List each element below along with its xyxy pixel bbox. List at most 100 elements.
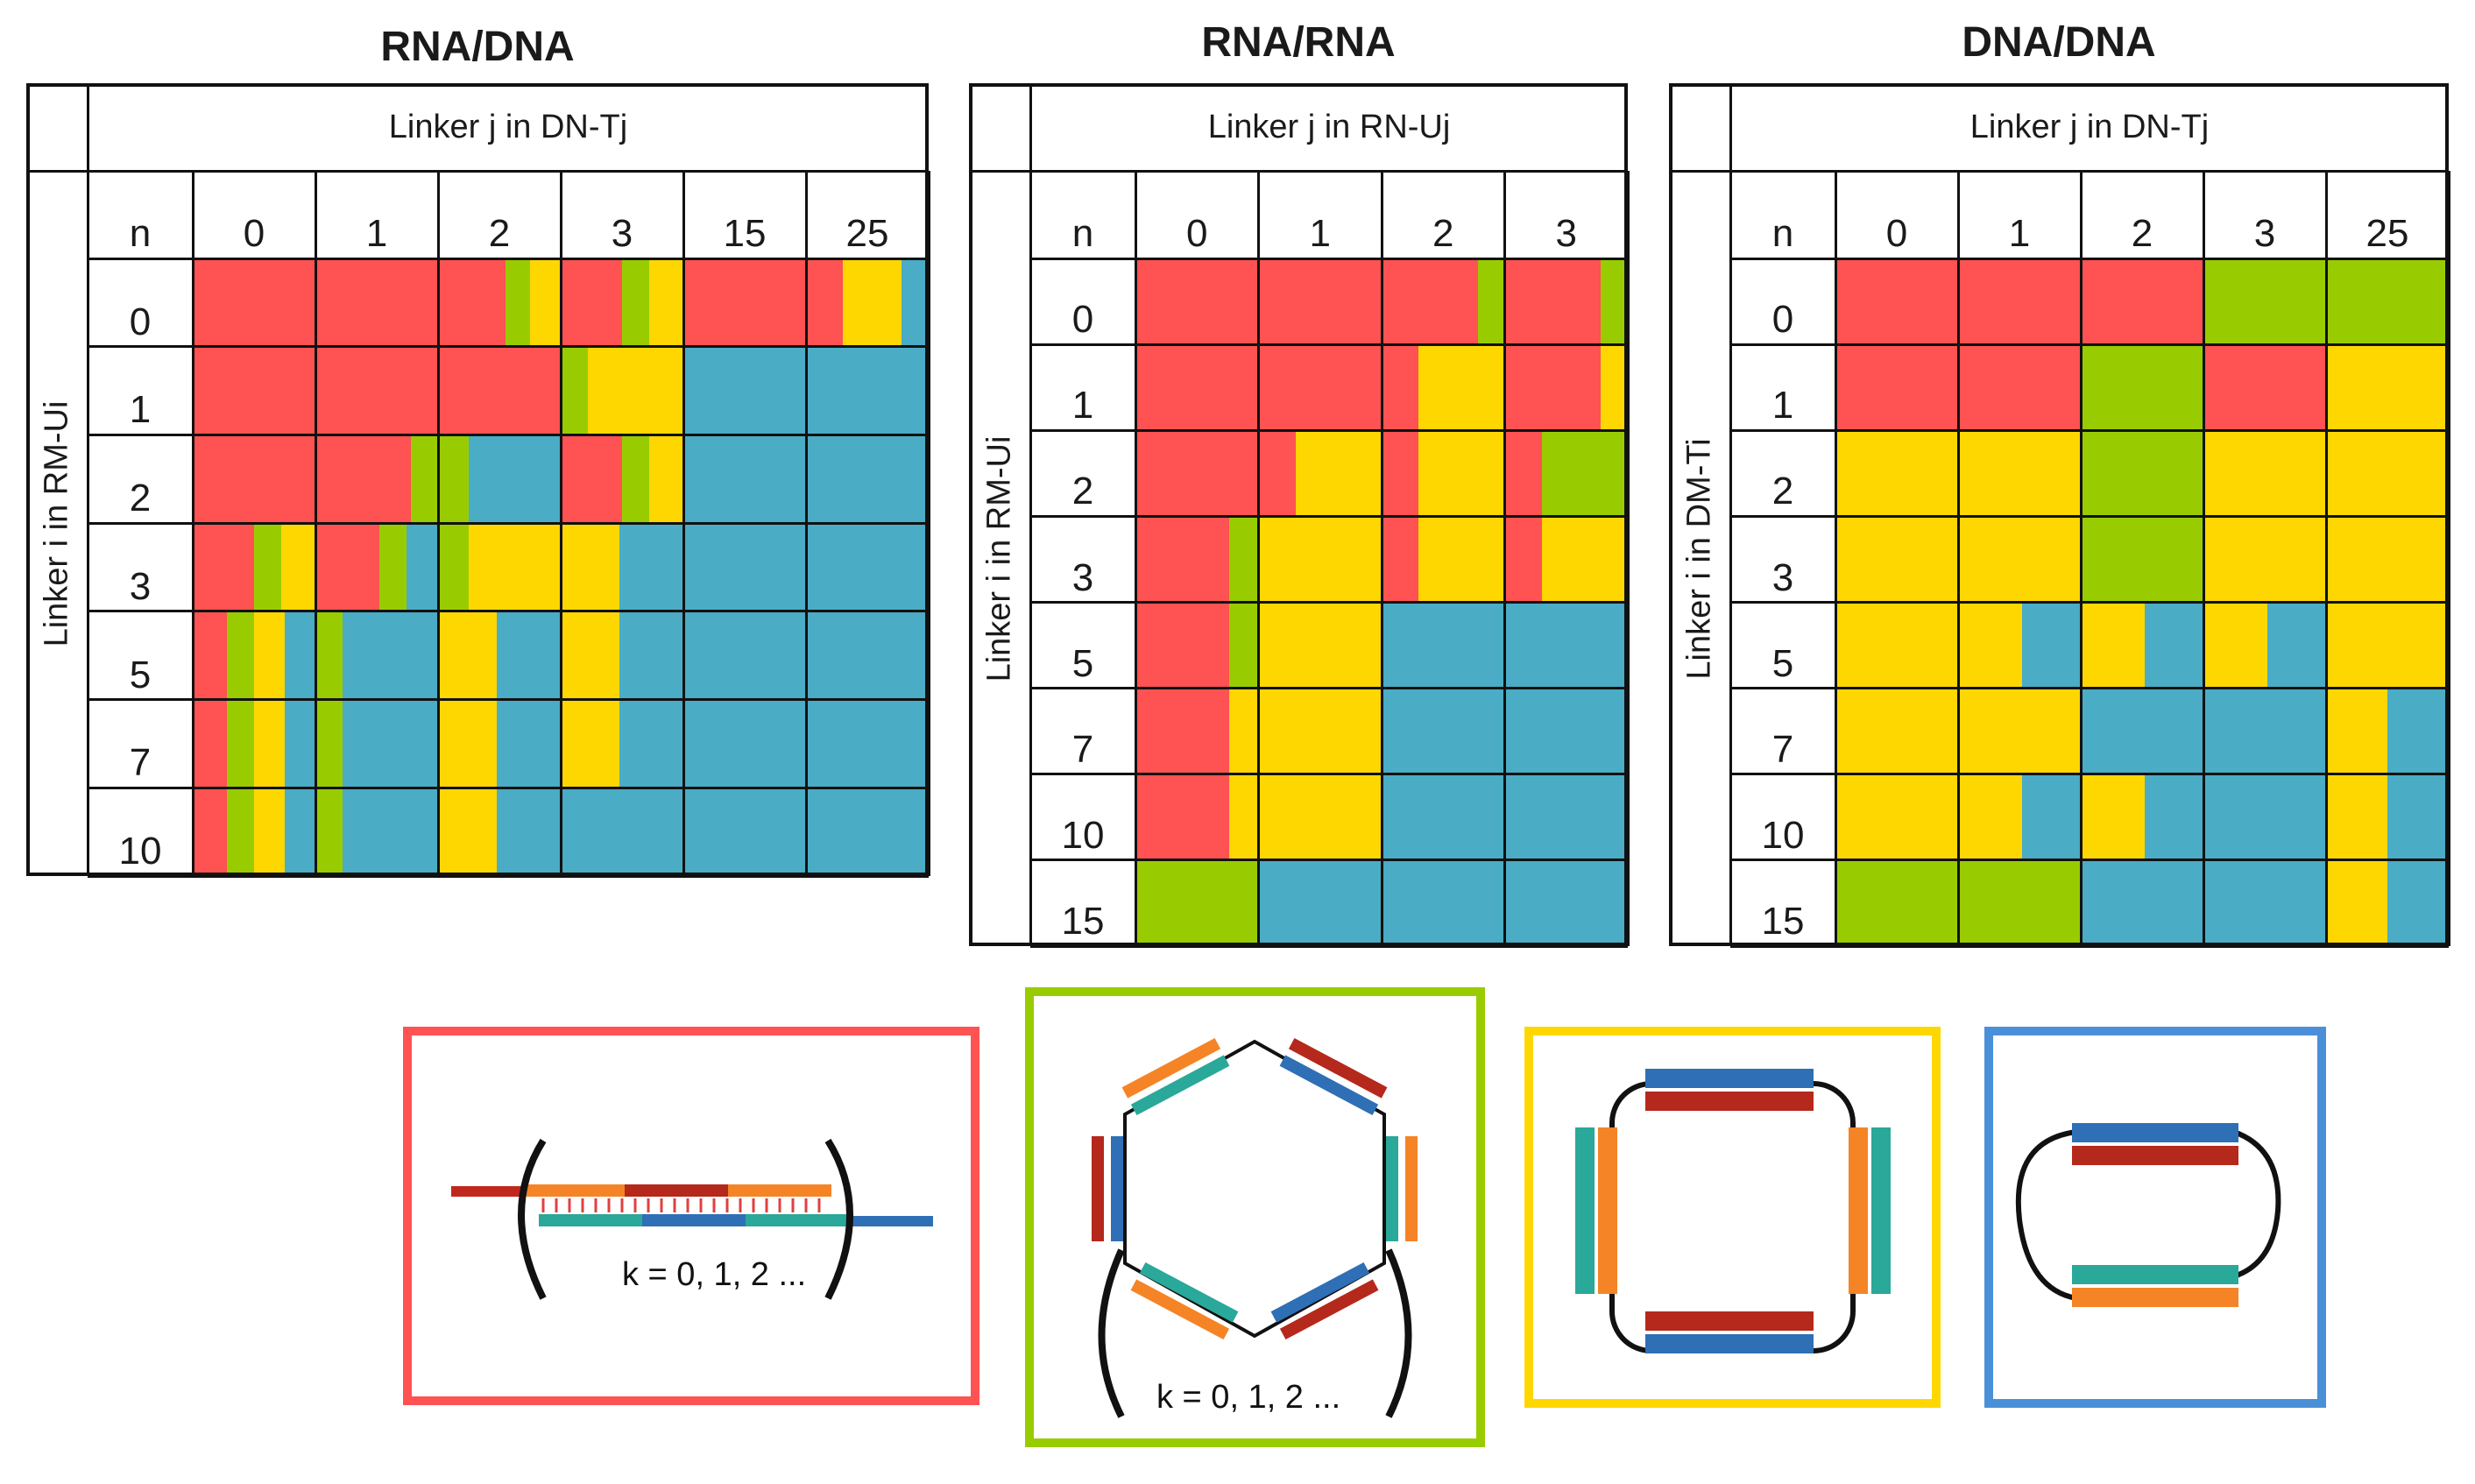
- cell-segment: [2081, 602, 2146, 689]
- row-label: 2: [1071, 470, 1094, 513]
- grid-line: [88, 433, 929, 436]
- grid-line: [1030, 169, 1628, 173]
- grid-line: [1730, 343, 2449, 346]
- cell-segment: [1835, 602, 1959, 689]
- grid-line: [88, 610, 929, 613]
- row-label: 7: [1771, 727, 1794, 771]
- cell-segment: [2326, 602, 2450, 689]
- cell-segment: [2326, 258, 2450, 345]
- grid-line: [1030, 773, 1628, 776]
- corner-n-label: n: [129, 212, 152, 255]
- column-label: 2: [2131, 212, 2153, 255]
- column-label: 25: [845, 212, 889, 255]
- row-label: 0: [1771, 298, 1794, 342]
- row-header: Linker i in RM-Ui: [38, 400, 75, 647]
- corner-n-label: n: [1771, 212, 1794, 255]
- grid-line: [1730, 773, 2449, 776]
- column-label: 0: [1186, 212, 1208, 255]
- grid-line: [1030, 687, 1628, 690]
- cell-segment: [1835, 688, 1959, 774]
- cell-segment: [622, 435, 650, 524]
- cell-segment: [530, 258, 562, 347]
- cell-segment: [280, 523, 316, 611]
- cell-segment: [406, 523, 439, 611]
- cell-segment: [1382, 516, 1419, 603]
- panel-rna-rna: RNA/RNA Linker j in RN-Uj n 0 1 2 3 0 1 2 3 5 7 10 15…: [969, 13, 1630, 948]
- cell-segment: [1958, 602, 2023, 689]
- row-label: 0: [129, 300, 152, 343]
- grid-line: [1134, 171, 1137, 946]
- cell-segment: [193, 435, 316, 524]
- cell-segment: [193, 346, 316, 435]
- cell-segment: [1835, 516, 1959, 603]
- cell-segment: [1228, 516, 1259, 603]
- grid-line: [88, 521, 929, 525]
- cell-segment: [806, 435, 930, 524]
- cell-segment: [506, 258, 531, 347]
- row-label: 7: [1071, 727, 1094, 771]
- grid-line: [26, 169, 88, 173]
- duplex-chain-icon: [521, 1184, 849, 1226]
- cell-segment: [2081, 258, 2204, 345]
- grid-line: [1956, 171, 1960, 946]
- cell-segment: [1958, 859, 2082, 946]
- cell-segment: [254, 523, 282, 611]
- grid-line: [1729, 83, 1732, 946]
- grid-line: [1029, 83, 1032, 946]
- cell-segment: [1228, 774, 1259, 860]
- row-label: 2: [129, 477, 152, 520]
- cell-segment: [1382, 602, 1505, 689]
- panel-rna-dna: RNA/DNA Linker j in DN-Tj n 0 1 2 3 15 25 0 1 2 3 5 7…: [26, 18, 930, 885]
- grid-line: [86, 83, 89, 876]
- cell-segment: [1601, 344, 1629, 431]
- hexagon-duplex-icon: [1092, 1037, 1418, 1340]
- cell-segment: [2387, 688, 2450, 774]
- grid-line: [88, 698, 929, 702]
- cell-segment: [1835, 258, 1959, 345]
- cell-segment: [315, 258, 439, 347]
- grid-line: [2202, 171, 2205, 946]
- corner-n-label: n: [1071, 212, 1094, 255]
- cell-segment: [1958, 774, 2023, 860]
- cell-segment: [806, 788, 930, 876]
- grid-line: [2079, 171, 2083, 946]
- cell-segment: [2081, 859, 2204, 946]
- cell-segment: [561, 258, 623, 347]
- row-label: 10: [1061, 813, 1105, 857]
- cell-segment: [1382, 344, 1419, 431]
- cell-segment: [648, 435, 684, 524]
- grid-line: [1730, 944, 2449, 948]
- cell-segment: [469, 435, 562, 524]
- grid-line: [1730, 859, 2449, 862]
- cell-segment: [227, 611, 255, 700]
- row-label: 10: [1761, 813, 1805, 857]
- cell-segment: [438, 788, 498, 876]
- cell-segment: [2203, 688, 2327, 774]
- grid-line: [2447, 171, 2450, 946]
- grid-line: [927, 171, 930, 876]
- cell-segment: [683, 258, 807, 347]
- row-label: 1: [1771, 384, 1794, 428]
- row-label: 3: [1071, 555, 1094, 599]
- cell-segment: [683, 346, 807, 435]
- cell-segment: [619, 611, 684, 700]
- cell-segment: [193, 699, 228, 788]
- cell-segment: [1958, 344, 2082, 431]
- grid-line: [804, 171, 808, 876]
- panel-title: RNA/DNA: [380, 24, 575, 70]
- cell-segment: [806, 523, 930, 611]
- cell-segment: [1258, 688, 1382, 774]
- column-label: 1: [1309, 212, 1331, 255]
- cell-segment: [193, 258, 316, 347]
- cell-segment: [1835, 344, 1959, 431]
- cell-segment: [619, 523, 684, 611]
- cell-segment: [806, 258, 844, 347]
- cell-segment: [2326, 344, 2450, 431]
- cell-segment: [2081, 516, 2204, 603]
- row-label: 0: [1071, 298, 1094, 342]
- cell-segment: [1382, 774, 1505, 860]
- cell-segment: [2326, 430, 2450, 517]
- cell-segment: [2326, 688, 2388, 774]
- column-label: 15: [723, 212, 767, 255]
- column-label: 1: [2008, 212, 2031, 255]
